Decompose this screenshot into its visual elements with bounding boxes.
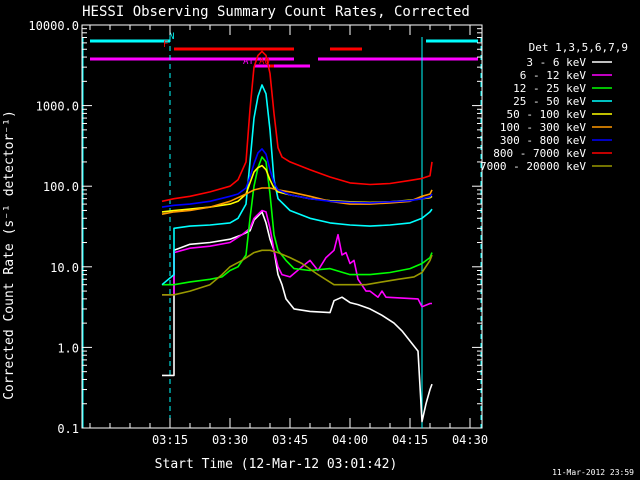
plot-area <box>81 24 483 429</box>
legend-label: 6 - 12 keV <box>520 69 587 82</box>
flag-bar-label: F <box>163 40 168 50</box>
x-tick-label: 04:15 <box>392 433 428 447</box>
observing-flag-bars: NF AT AO <box>90 32 478 68</box>
legend-label: 50 - 100 keV <box>507 108 587 121</box>
legend-label: 12 - 25 keV <box>513 82 586 95</box>
legend-label: 300 - 800 keV <box>500 134 586 147</box>
x-tick-label: 04:30 <box>452 433 488 447</box>
plot-frame <box>81 24 483 429</box>
legend-label: 7000 - 20000 keV <box>480 160 586 173</box>
legend-title: Det 1,3,5,6,7,9 <box>529 41 628 54</box>
event-lines <box>82 37 482 428</box>
x-axis-label: Start Time (12-Mar-12 03:01:42) <box>155 457 398 472</box>
x-tick-label: 03:15 <box>152 433 188 447</box>
y-tick-label: 100.0 <box>43 180 79 194</box>
y-tick-label: 10.0 <box>50 261 79 275</box>
series-lines <box>161 50 433 423</box>
chart-title: HESSI Observing Summary Count Rates, Cor… <box>82 4 470 20</box>
y-tick-label: 1.0 <box>57 341 79 355</box>
x-tick-label: 03:45 <box>272 433 308 447</box>
series-line <box>161 50 433 203</box>
axes: 0.1 1.0 10.0 100.0 1000.0 10000.0 03:15 03:30 03… <box>28 19 488 447</box>
legend-label: 25 - 50 keV <box>513 95 586 108</box>
flag-bar-label: AO <box>259 57 270 67</box>
x-tick-label: 04:00 <box>332 433 368 447</box>
series-line <box>162 249 433 296</box>
legend-label: 100 - 300 keV <box>500 121 586 134</box>
y-tick-label: 1000.0 <box>36 100 79 114</box>
series-line <box>162 209 432 308</box>
y-tick-label: 10000.0 <box>28 19 79 33</box>
legend-label: 3 - 6 keV <box>526 56 586 69</box>
flag-bar-label: N <box>169 32 174 42</box>
y-axis-label: Corrected Count Rate (s⁻¹ detector⁻¹) <box>2 110 17 400</box>
flag-bar-label: AT <box>243 57 254 67</box>
series-line <box>161 148 433 208</box>
x-tick-label: 03:30 <box>212 433 248 447</box>
y-tick-label: 0.1 <box>57 422 79 436</box>
legend-label: 800 - 7000 keV <box>493 147 586 160</box>
series-line <box>161 84 433 286</box>
series-line <box>162 211 433 423</box>
footer-date: 11-Mar-2012 23:59 <box>552 468 634 477</box>
series-line <box>162 156 433 286</box>
